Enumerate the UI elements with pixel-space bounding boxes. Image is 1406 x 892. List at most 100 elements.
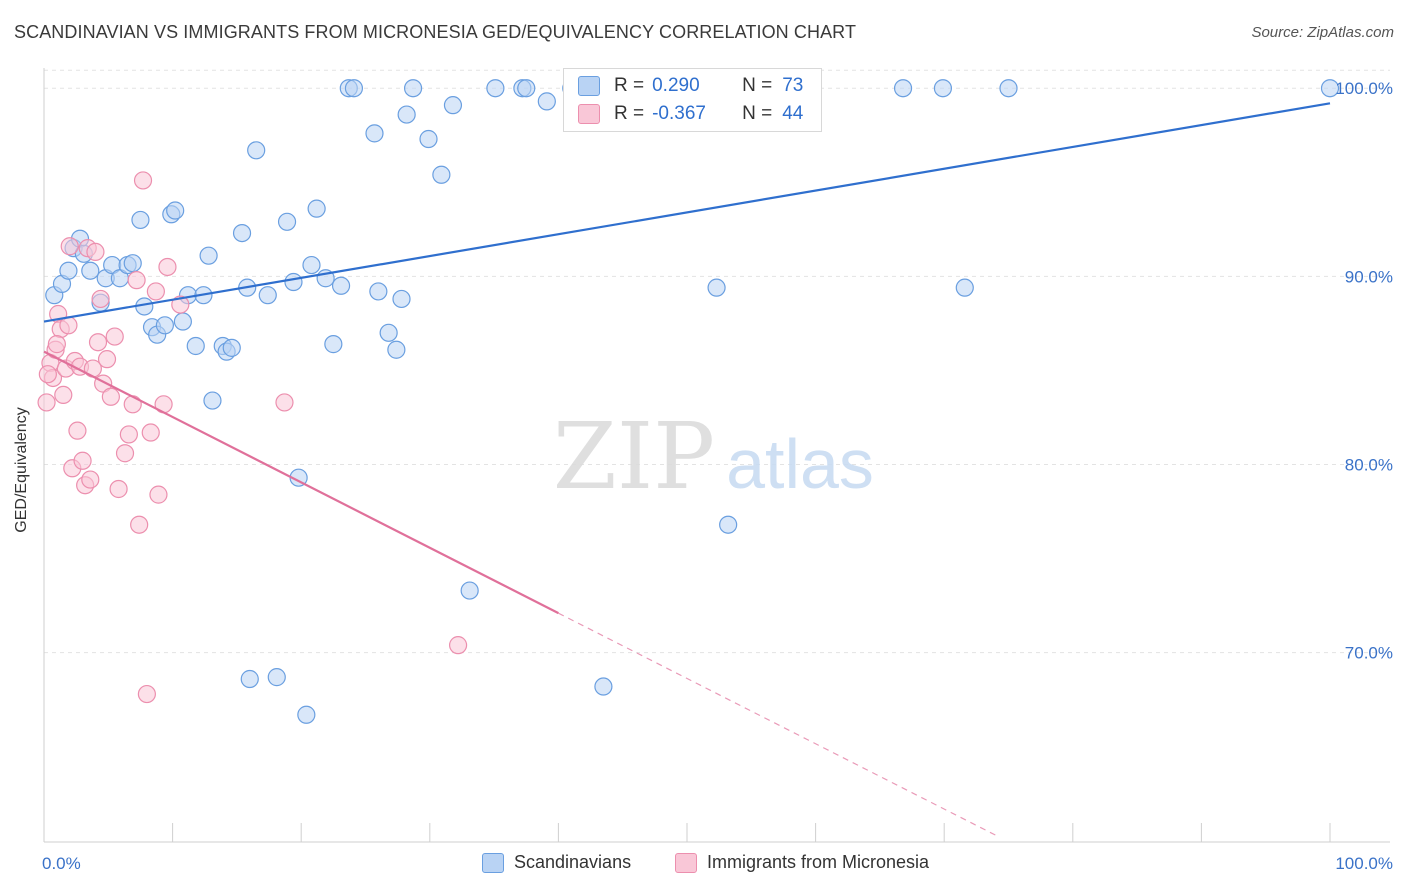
scandinavian-point: [131, 210, 150, 230]
legend-item-micronesia[interactable]: Immigrants from Micronesia: [675, 852, 929, 873]
micronesia-point: [86, 242, 105, 262]
micronesia-trend-extension: [558, 612, 996, 836]
scandinavian-point: [369, 282, 388, 301]
scandinavian-point: [59, 261, 78, 280]
watermark: ZIP atlas: [553, 403, 874, 510]
n-value: 73: [782, 75, 804, 96]
micronesia-point: [68, 421, 87, 440]
chart-title: SCANDINAVIAN VS IMMIGRANTS FROM MICRONES…: [14, 22, 857, 42]
micronesia-point: [146, 282, 165, 301]
micronesia-point: [275, 393, 294, 412]
scandinavian-point: [203, 391, 222, 410]
blue-swatch-icon: [578, 76, 600, 96]
scandinavian-point: [387, 340, 406, 359]
y-tick-label: 70.0%: [1345, 644, 1393, 663]
micronesia-point: [119, 425, 138, 444]
micronesia-point: [115, 444, 135, 463]
y-axis-label: GED/Equivalency: [13, 407, 30, 533]
scandinavian-point: [719, 515, 738, 534]
micronesia-point: [91, 289, 110, 309]
micronesia-point: [127, 271, 146, 290]
scandinavian-point: [537, 92, 556, 111]
scandinavian-point: [486, 79, 505, 98]
micronesia-point: [137, 684, 156, 704]
micronesia-point: [37, 393, 56, 412]
micronesia-point: [130, 515, 149, 534]
micronesia-point: [149, 485, 168, 504]
micronesia-point: [60, 237, 79, 256]
scandinavian-point: [199, 246, 218, 265]
scandinavian-point: [123, 254, 142, 273]
source-label: Source: ZipAtlas.com: [1251, 24, 1394, 41]
micronesia-trend-line: [43, 350, 559, 615]
x-tick-label: 0.0%: [42, 854, 81, 873]
watermark-zip: ZIP: [553, 403, 715, 510]
pink-swatch-icon: [578, 104, 600, 124]
n-value: 44: [782, 103, 804, 124]
micronesia-point: [109, 479, 128, 499]
micronesia-point: [158, 257, 177, 277]
scandinavian-point: [999, 79, 1018, 98]
scandinavian-point: [1320, 79, 1340, 98]
scandinavian-point: [893, 79, 913, 98]
micronesia-point: [105, 327, 124, 346]
trend-layer: [43, 102, 1331, 836]
scandinavian-point: [302, 255, 321, 275]
micronesia-point: [141, 423, 160, 442]
micronesia-point: [88, 333, 108, 352]
scandinavian-point: [222, 338, 241, 357]
scandinavian-point: [324, 335, 343, 354]
scandinavian-point: [247, 141, 266, 160]
pink-swatch-icon: [675, 852, 697, 873]
legend-label: Scandinavians: [514, 852, 632, 872]
scandinavian-point: [166, 201, 185, 220]
scandinavian-point: [240, 669, 259, 689]
micronesia-point: [54, 385, 73, 405]
y-tick-label: 100.0%: [1335, 79, 1393, 98]
legend-label: Immigrants from Micronesia: [707, 852, 930, 872]
micronesia-point: [97, 350, 117, 369]
x-tick-label: 100.0%: [1335, 854, 1393, 873]
tick-labels: 70.0% 80.0% 90.0% 100.0% 0.0% 100.0%: [42, 79, 1393, 873]
grid-layer: [44, 69, 1390, 654]
r-value: -0.367: [652, 103, 706, 124]
micronesia-point: [448, 636, 468, 655]
scandinavian-point: [707, 278, 726, 297]
scandinavian-point: [331, 276, 351, 295]
scandinavian-point: [307, 199, 326, 218]
scandinavian-point: [258, 286, 277, 305]
scandinavian-point: [955, 278, 974, 297]
scandinavian-point: [443, 96, 463, 115]
scandinavian-point: [81, 261, 100, 280]
scandinavian-point: [517, 79, 536, 98]
micronesia-point: [101, 387, 120, 406]
scandinavian-point: [419, 129, 438, 149]
scandinavian-point: [403, 79, 423, 98]
scandinavian-point: [267, 668, 286, 687]
legend-row-micronesia: R = -0.367 N = 44: [578, 101, 803, 127]
micronesia-point: [38, 365, 57, 384]
scandinavian-point: [933, 79, 953, 98]
scandinavian-point: [432, 165, 451, 184]
y-tick-label: 90.0%: [1345, 267, 1393, 286]
correlation-legend: R = 0.290 N = 73 R = -0.367 N = 44: [563, 68, 822, 132]
micronesia-point: [171, 295, 190, 314]
series-legend: Scandinavians Immigrants from Micronesia: [0, 852, 1406, 878]
scandinavian-point: [232, 223, 252, 243]
scandinavian-point: [173, 312, 192, 331]
n-label: N =: [742, 103, 773, 124]
scandinavian-point: [277, 212, 297, 231]
legend-row-scandinavians: R = 0.290 N = 73: [578, 73, 803, 99]
scandinavian-point: [397, 105, 416, 124]
r-value: 0.290: [652, 75, 700, 96]
scandinavian-trend-line: [43, 102, 1331, 323]
legend-item-scandinavians[interactable]: Scandinavians: [482, 852, 631, 873]
scandinavian-point: [392, 289, 411, 309]
scandinavian-point: [594, 677, 613, 696]
scandinavian-point: [186, 336, 205, 356]
r-label: R =: [614, 75, 645, 96]
scandinavian-point: [155, 316, 174, 335]
scandinavian-point: [297, 705, 316, 724]
axes-layer: [43, 68, 1390, 843]
